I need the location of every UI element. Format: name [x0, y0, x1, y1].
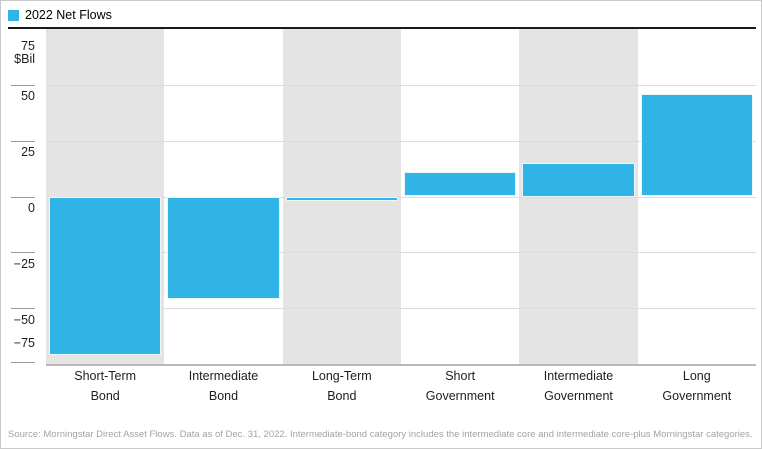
bar-long-term-bond[interactable] [285, 196, 398, 201]
x-axis-label-line-1: Short [445, 369, 476, 383]
gridline-25 [46, 140, 756, 142]
legend-swatch [8, 9, 19, 21]
x-axis-label-long-government: Long Government [638, 367, 756, 409]
gridline--25 [46, 252, 756, 254]
y-axis-label--75: −75 [13, 336, 35, 350]
y-tick-0 [11, 196, 35, 198]
y-axis-unit-label: $Bil [14, 52, 35, 66]
x-axis-label-line-1: Long-Term [311, 369, 372, 383]
y-tick--75 [11, 362, 35, 363]
y-tick--25 [11, 252, 35, 254]
y-axis-label--50: −50 [13, 312, 35, 327]
gridline-50 [46, 84, 756, 86]
x-axis-label-line-2: Bond [90, 388, 120, 403]
bar-short-term-bond[interactable] [49, 196, 162, 356]
legend-item-2022-net-flows[interactable]: 2022 Net Flows [8, 7, 112, 23]
y-tick-25 [11, 140, 35, 142]
x-axis-label-line-1: Short-Term [74, 369, 137, 383]
x-axis-label-line-2: Government [544, 388, 613, 403]
bar-long-government[interactable] [640, 93, 753, 197]
y-axis-label-50: 50 [21, 89, 35, 104]
bar-intermediate-bond[interactable] [167, 196, 280, 300]
x-axis-label-line-2: Bond [327, 388, 357, 403]
x-axis-label-short-term-bond: Short-Term Bond [46, 367, 164, 409]
x-axis-label-line-1: Intermediate [543, 369, 614, 383]
x-axis-label-line-2: Bond [208, 388, 239, 403]
y-axis-label-25: 25 [21, 145, 35, 160]
x-axis-label-line-2: Government [662, 388, 732, 403]
y-tick-50 [11, 84, 35, 86]
gridline-0 [46, 196, 756, 198]
x-axis-baseline [46, 364, 756, 366]
legend-label: 2022 Net Flows [25, 8, 112, 22]
x-axis-label-short-government: Short Government [401, 367, 519, 409]
x-axis-label-line-1: Long [682, 369, 711, 383]
x-axis-label-intermediate-government: Intermediate Government [519, 367, 637, 409]
header-divider [8, 27, 756, 29]
y-tick--50 [11, 308, 35, 310]
x-axis-label-line-2: Government [425, 388, 495, 403]
bar-intermediate-government[interactable] [522, 163, 635, 197]
y-axis-label--25: −25 [13, 256, 35, 271]
y-axis-label-0: 0 [28, 201, 35, 215]
plot-area [46, 29, 756, 364]
y-axis-label-75: 75 [21, 38, 35, 53]
bar-short-government[interactable] [404, 171, 517, 197]
x-axis-label-intermediate-bond: Intermediate Bond [164, 367, 282, 409]
gridline--50 [46, 308, 756, 310]
x-axis-label-line-1: Intermediate [188, 369, 259, 383]
source-note: Source: Morningstar Direct Asset Flows. … [8, 429, 753, 440]
x-axis-label-long-term-bond: Long-Term Bond [283, 367, 401, 409]
